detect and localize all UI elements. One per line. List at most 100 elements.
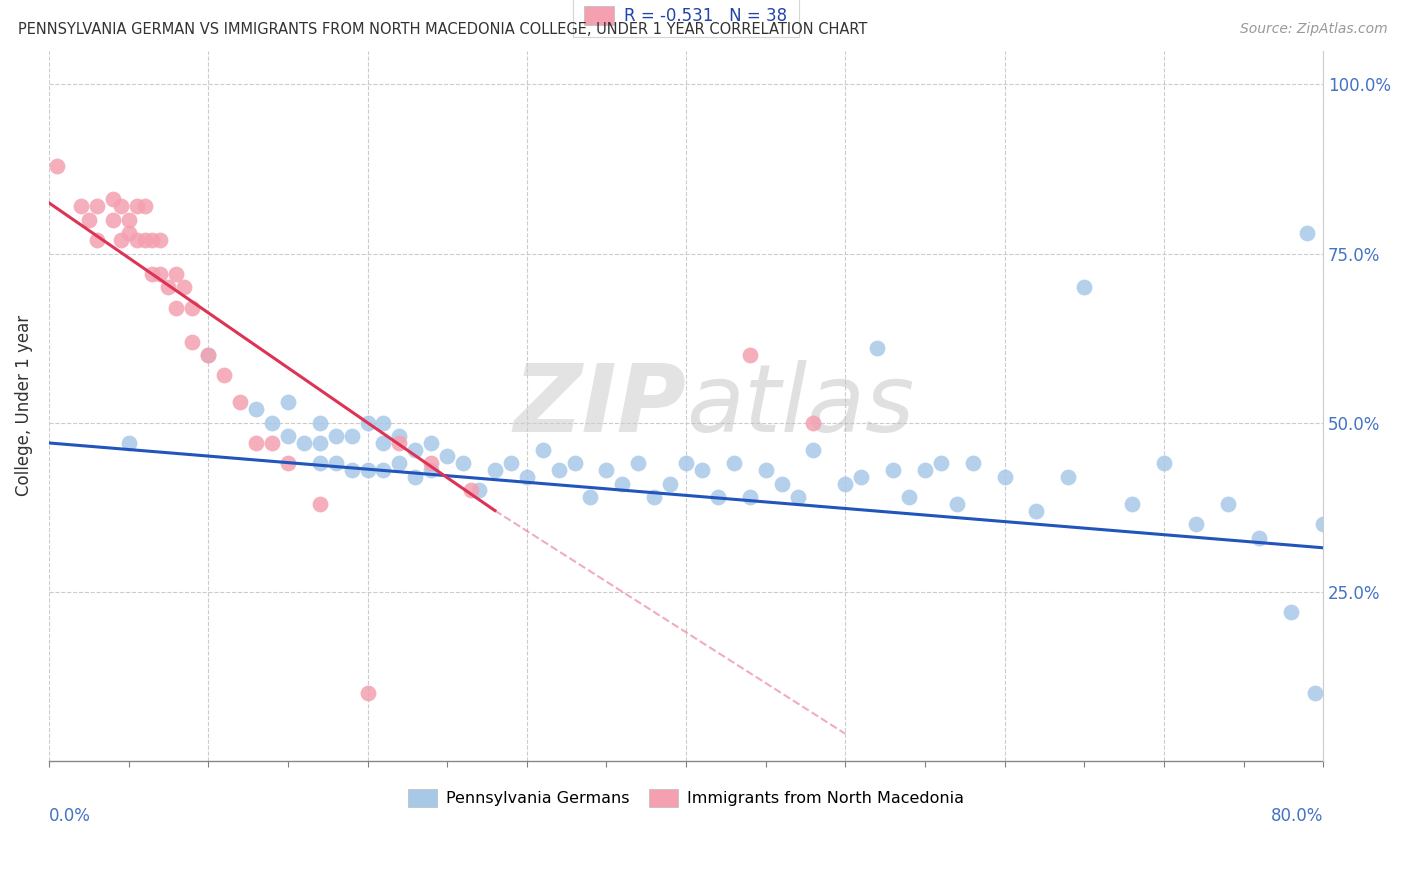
Point [165,301,187,315]
Point [181,301,204,315]
Point [803,416,825,430]
Point [110,199,132,213]
Point [1279,605,1302,619]
Point [531,442,554,457]
Point [373,463,395,477]
Point [1121,497,1143,511]
Point [675,456,697,470]
Point [356,463,378,477]
Point [484,463,506,477]
Text: 80.0%: 80.0% [1271,807,1323,825]
Point [994,469,1017,483]
Point [786,490,808,504]
Point [388,429,411,443]
Point [86,233,108,247]
Point [564,456,586,470]
Point [165,267,187,281]
Point [125,233,148,247]
Point [157,280,180,294]
Point [595,463,617,477]
Point [1216,497,1239,511]
Point [101,193,124,207]
Point [723,456,745,470]
Point [325,429,347,443]
Point [69,199,91,213]
Point [125,199,148,213]
Point [212,368,235,383]
Point [308,436,330,450]
Point [1184,517,1206,532]
Point [803,442,825,457]
Text: Source: ZipAtlas.com: Source: ZipAtlas.com [1240,22,1388,37]
Point [468,483,491,498]
Point [388,436,411,450]
Point [547,463,569,477]
Point [834,476,856,491]
Point [197,348,219,362]
Point [770,476,793,491]
Point [738,490,761,504]
Point [356,416,378,430]
Point [117,212,139,227]
Point [356,686,378,700]
Point [1057,469,1080,483]
Point [141,233,163,247]
Point [851,469,873,483]
Text: 0.0%: 0.0% [49,807,91,825]
Point [101,212,124,227]
Point [181,334,204,349]
Point [229,395,252,409]
Point [946,497,969,511]
Point [707,490,730,504]
Point [499,456,522,470]
Point [77,212,100,227]
Point [373,436,395,450]
Point [110,233,132,247]
Text: ZIP: ZIP [513,359,686,451]
Point [134,233,156,247]
Point [643,490,665,504]
Point [627,456,650,470]
Point [245,436,267,450]
Point [149,233,172,247]
Point [516,469,538,483]
Point [1025,503,1047,517]
Point [882,463,904,477]
Point [404,469,426,483]
Point [308,416,330,430]
Point [117,436,139,450]
Point [134,199,156,213]
Point [612,476,634,491]
Point [308,497,330,511]
Point [1073,280,1095,294]
Point [436,450,458,464]
Point [260,416,283,430]
Point [173,280,195,294]
Point [929,456,952,470]
Point [340,429,363,443]
Point [866,341,889,355]
Point [86,199,108,213]
Point [755,463,778,477]
Point [245,402,267,417]
Point [420,456,443,470]
Point [404,442,426,457]
Point [260,436,283,450]
Point [1296,227,1319,241]
Point [659,476,682,491]
Legend: Pennsylvania Germans, Immigrants from North Macedonia: Pennsylvania Germans, Immigrants from No… [398,779,974,817]
Point [197,348,219,362]
Point [277,429,299,443]
Point [373,416,395,430]
Point [141,267,163,281]
Point [451,456,474,470]
Point [1303,686,1326,700]
Point [308,456,330,470]
Point [149,267,172,281]
Point [45,159,67,173]
Point [420,436,443,450]
Point [962,456,984,470]
Point [325,456,347,470]
Point [914,463,936,477]
Text: PENNSYLVANIA GERMAN VS IMMIGRANTS FROM NORTH MACEDONIA COLLEGE, UNDER 1 YEAR COR: PENNSYLVANIA GERMAN VS IMMIGRANTS FROM N… [18,22,868,37]
